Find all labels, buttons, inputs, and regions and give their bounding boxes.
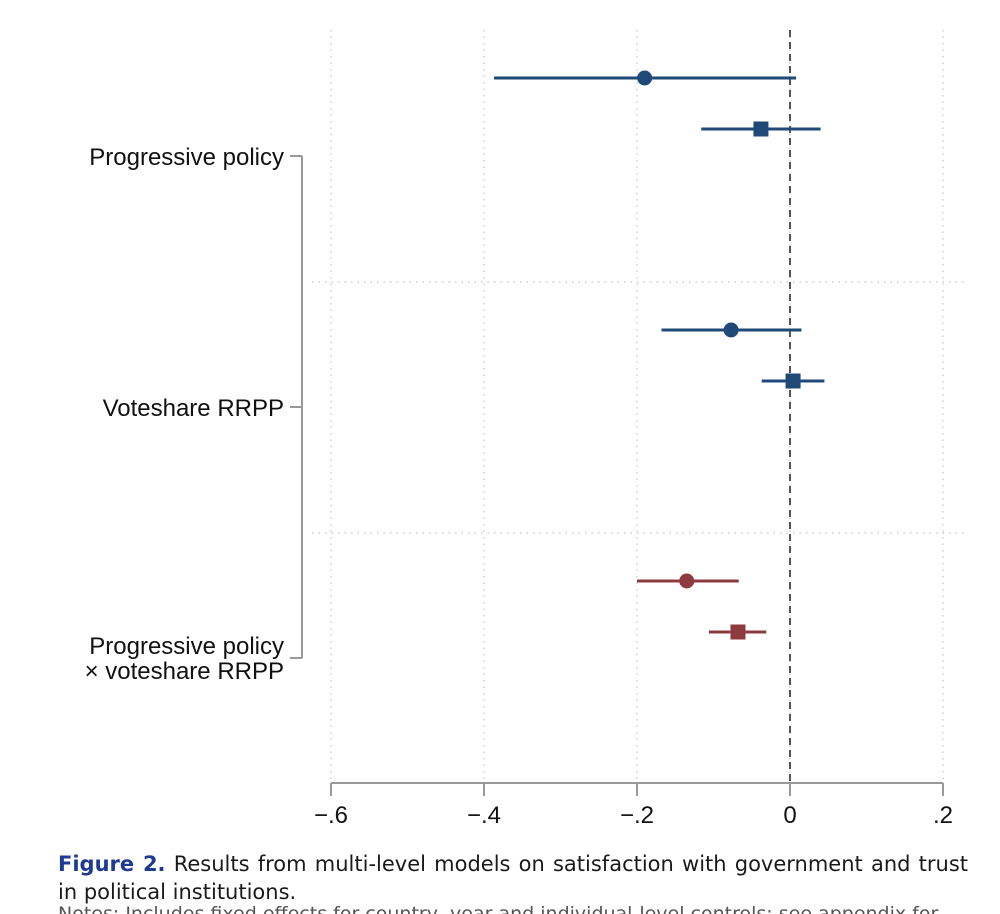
- x-tick-label: −.2: [620, 802, 654, 829]
- point-estimate-square: [730, 624, 746, 640]
- group-label: Progressive policy: [89, 144, 284, 171]
- x-tick-label: −.4: [467, 802, 501, 829]
- figure-caption: Figure 2. Results from multi-level model…: [58, 850, 968, 906]
- group-label: × voteshare RRPP: [85, 658, 284, 685]
- caption-text: Results from multi-level models on satis…: [58, 852, 968, 904]
- group-bracket: [290, 155, 303, 659]
- group-label: Voteshare RRPP: [103, 395, 284, 422]
- point-estimate-square: [785, 373, 801, 389]
- coefficient-plot: −.6 −.4 −.2 0 .2 Progressive policy Voteshare…: [85, 30, 965, 829]
- point-estimate-circle: [637, 70, 653, 86]
- x-axis: −.6 −.4 −.2 0 .2: [314, 782, 953, 829]
- x-tick-label: 0: [783, 802, 796, 829]
- point-estimate-circle: [723, 322, 739, 338]
- figure-label: Figure 2.: [58, 852, 166, 876]
- gridlines: [312, 30, 965, 783]
- group-labels: Progressive policy Voteshare RRPP Progress…: [85, 144, 284, 685]
- point-estimate-square: [753, 121, 769, 137]
- estimates: [493, 70, 825, 640]
- caption-notes-cutoff: Notes: Includes fixed effects for countr…: [58, 903, 939, 914]
- point-estimate-circle: [679, 573, 695, 589]
- x-tick-label: .2: [933, 802, 953, 829]
- x-tick-label: −.6: [314, 802, 348, 829]
- group-label: Progressive policy: [89, 633, 284, 660]
